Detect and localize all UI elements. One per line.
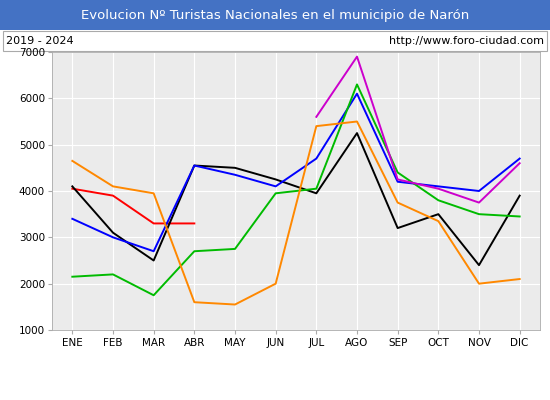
Text: Evolucion Nº Turistas Nacionales en el municipio de Narón: Evolucion Nº Turistas Nacionales en el m…: [81, 8, 469, 22]
Text: http://www.foro-ciudad.com: http://www.foro-ciudad.com: [389, 36, 544, 46]
Text: 2019 - 2024: 2019 - 2024: [6, 36, 73, 46]
FancyBboxPatch shape: [3, 31, 547, 51]
